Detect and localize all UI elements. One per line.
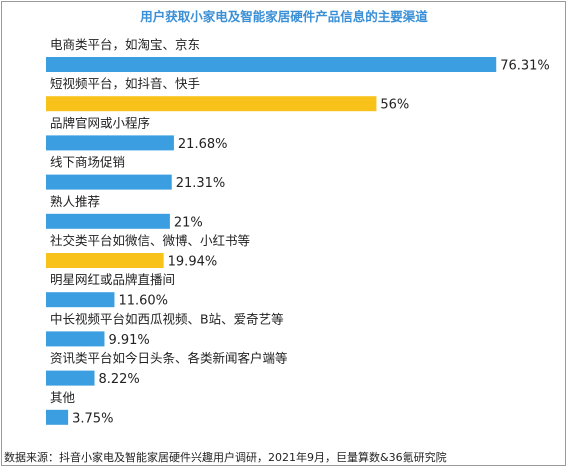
category-label: 熟人推荐	[50, 194, 100, 209]
category-label: 线下商场促销	[50, 155, 125, 170]
category-label: 其他	[50, 390, 76, 405]
value-label: 21.31%	[176, 176, 226, 191]
value-label: 11.60%	[118, 294, 168, 309]
value-label: 21%	[174, 215, 203, 230]
bar	[46, 331, 105, 347]
bar	[46, 135, 174, 151]
bar	[46, 213, 170, 229]
value-label: 76.31%	[500, 59, 550, 74]
chart-title: 用户获取小家电及智能家居硬件产品信息的主要渠道	[139, 9, 428, 24]
bar-highlighted	[46, 96, 377, 112]
value-label: 21.68%	[178, 137, 228, 152]
value-label: 3.75%	[72, 411, 113, 426]
bar-highlighted	[46, 253, 164, 268]
bar	[46, 174, 172, 190]
value-label: 8.22%	[98, 372, 139, 387]
bar	[46, 370, 95, 386]
category-label: 明星网红或品牌直播间	[50, 272, 175, 287]
category-label: 中长视频平台如西瓜视频、B站、爱奇艺等	[50, 311, 284, 326]
bar	[46, 409, 69, 425]
value-label: 9.91%	[108, 333, 149, 348]
category-label: 品牌官网或小程序	[50, 115, 150, 130]
bar	[46, 292, 115, 308]
category-label: 短视频平台，如抖音、快手	[50, 76, 200, 91]
category-label: 电商类平台，如淘宝、京东	[50, 37, 200, 52]
value-label: 56%	[380, 98, 409, 113]
data-source-note: 数据来源：抖音小家电及智能家居硬件兴趣用户调研，2021年9月，巨量算数&36氪…	[4, 450, 447, 464]
category-label: 社交类平台如微信、微博、小红书等	[50, 233, 250, 248]
bars-layer: 电商类平台，如淘宝、京东 76.31% 短视频平台，如抖音、快手 56% 品牌官网或小程…	[46, 37, 550, 426]
category-label: 资讯类平台如今日头条、各类新闻客户端等	[50, 351, 288, 366]
value-label: 19.94%	[168, 255, 218, 270]
bar	[46, 57, 497, 72]
